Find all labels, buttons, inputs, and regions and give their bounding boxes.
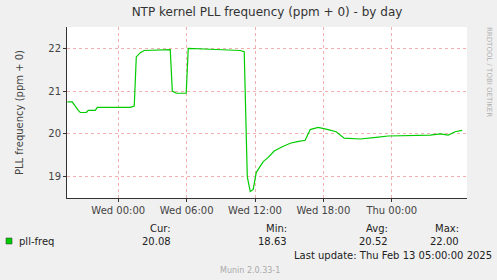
svg-text:Wed 18:00: Wed 18:00: [297, 205, 351, 216]
svg-text:PLL frequency (ppm + 0): PLL frequency (ppm + 0): [14, 50, 25, 175]
svg-text:Avg:: Avg:: [366, 223, 388, 234]
svg-text:Last update: Thu Feb 13 05:00:: Last update: Thu Feb 13 05:00:00 2025: [294, 250, 492, 261]
svg-text:Max:: Max:: [435, 223, 459, 234]
svg-text:20: 20: [48, 128, 61, 139]
svg-text:22.00: 22.00: [430, 236, 459, 247]
svg-text:Wed 00:00: Wed 00:00: [91, 205, 145, 216]
svg-text:22: 22: [48, 43, 61, 54]
svg-text:18.63: 18.63: [258, 236, 287, 247]
svg-text:Wed 06:00: Wed 06:00: [160, 205, 214, 216]
svg-text:20.08: 20.08: [142, 236, 171, 247]
svg-text:Munin 2.0.33-1: Munin 2.0.33-1: [220, 266, 280, 275]
svg-text:NTP kernel PLL frequency (ppm: NTP kernel PLL frequency (ppm + 0) - by …: [132, 5, 403, 19]
svg-text:RRDTOOL / TOBI OETIKER: RRDTOOL / TOBI OETIKER: [485, 27, 493, 117]
svg-text:Cur:: Cur:: [150, 223, 171, 234]
svg-text:Min:: Min:: [266, 223, 287, 234]
svg-text:21: 21: [48, 86, 61, 97]
svg-text:Thu 00:00: Thu 00:00: [365, 205, 417, 216]
svg-text:20.52: 20.52: [359, 236, 388, 247]
svg-text:Wed 12:00: Wed 12:00: [228, 205, 282, 216]
svg-text:pll-freq: pll-freq: [19, 236, 54, 247]
svg-text:19: 19: [48, 171, 61, 182]
